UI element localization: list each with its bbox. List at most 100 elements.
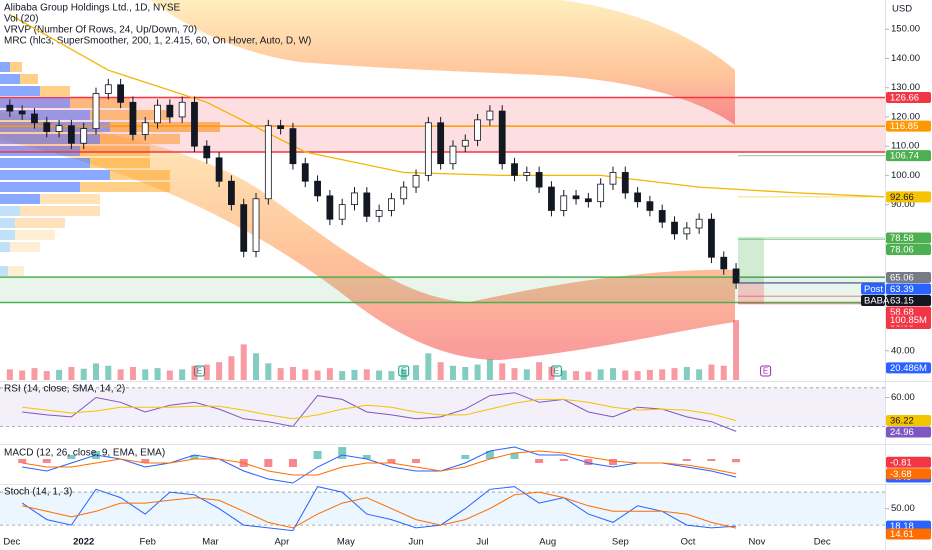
vp-row xyxy=(80,146,150,156)
event-label: E xyxy=(197,367,202,376)
price-tag-name: Post xyxy=(864,284,883,295)
volume-bar xyxy=(585,371,592,380)
candle-body xyxy=(129,101,137,135)
histogram-bar xyxy=(264,459,273,467)
candle-body xyxy=(609,172,617,185)
candle-body xyxy=(363,192,371,217)
vp-row xyxy=(0,218,15,228)
vp-row xyxy=(10,62,22,72)
vp-row xyxy=(0,158,90,168)
candle-body xyxy=(658,210,666,223)
x-tick-label: Sep xyxy=(612,537,629,548)
candle-body xyxy=(695,218,703,229)
histogram-bar xyxy=(190,455,199,459)
price-tag-box xyxy=(886,362,931,374)
candle-body xyxy=(523,172,531,176)
histogram-bar xyxy=(559,459,568,461)
histogram-bar xyxy=(338,447,347,459)
volume-bar xyxy=(720,365,727,380)
price-tag-label: 106.74 xyxy=(890,151,919,162)
volume-bar xyxy=(31,368,38,380)
candle-body xyxy=(560,195,568,211)
volume-bar xyxy=(203,364,210,380)
y-tick-label: 40.00 xyxy=(891,345,915,356)
event-label: E xyxy=(554,367,559,376)
indicator-line xyxy=(22,491,737,529)
candle-body xyxy=(437,122,445,165)
vp-row xyxy=(0,242,10,252)
vp-row xyxy=(40,194,100,204)
candle-body xyxy=(67,125,75,144)
histogram-bar xyxy=(18,459,27,463)
candle-body xyxy=(400,186,408,200)
vp-row xyxy=(10,242,40,252)
event-marker xyxy=(760,365,772,377)
pane-title: Stoch (14, 1, 3) xyxy=(4,487,72,498)
price-tag-box xyxy=(886,243,931,255)
x-tick-label: Jul xyxy=(476,537,488,548)
volume-bar xyxy=(43,371,50,380)
volume-bar xyxy=(609,368,616,380)
vp-row xyxy=(0,98,70,108)
volume-bar xyxy=(388,371,395,380)
vp-row xyxy=(0,194,40,204)
histogram-bar xyxy=(485,451,494,459)
volume-bar xyxy=(646,369,653,380)
price-tag-name-box xyxy=(861,295,885,307)
candle-body xyxy=(178,101,186,118)
volume-bar xyxy=(240,344,247,380)
price-tag-box xyxy=(886,191,931,203)
volume-bar xyxy=(548,366,555,380)
vp-row xyxy=(90,158,150,168)
y-tick-label: 140.00 xyxy=(891,53,920,64)
histogram-bar xyxy=(732,459,741,463)
volume-bar xyxy=(6,369,13,380)
vp-row xyxy=(0,74,20,84)
legend-volume: Vol (20) xyxy=(4,14,38,25)
volume-bar xyxy=(511,368,518,380)
price-tag-box xyxy=(886,120,931,132)
candle-body xyxy=(671,221,678,235)
volume-bar xyxy=(154,368,161,380)
volume-bar xyxy=(376,370,383,380)
candle-body xyxy=(548,186,555,211)
candle-body xyxy=(498,110,506,165)
price-tag-label: 116.85 xyxy=(890,121,918,132)
price-tag-label: 20.486M xyxy=(890,363,927,374)
vp-row xyxy=(0,206,20,216)
y-tick-label: 90.00 xyxy=(891,199,915,210)
price-tag-name-box xyxy=(861,283,885,295)
price-tag-label: 24.96 xyxy=(890,427,914,438)
candle-body xyxy=(80,128,88,144)
pane-title: MACD (12, 26, close, 9, EMA, EMA) xyxy=(4,448,165,459)
x-tick-label: Aug xyxy=(539,537,556,548)
volume-bar xyxy=(253,353,260,380)
volume-bar xyxy=(413,365,420,380)
price-tag-box xyxy=(886,314,931,326)
volume-bar xyxy=(708,364,715,380)
volume-bar xyxy=(462,366,469,380)
candle-body xyxy=(289,128,297,165)
volume-bar xyxy=(289,366,296,380)
price-tag-label: 63.15 xyxy=(890,296,914,307)
price-tag-label: 65.06 xyxy=(890,273,914,284)
vp-row xyxy=(80,182,170,192)
y-tick-label: 130.00 xyxy=(891,82,920,93)
price-tag-label: 14.61 xyxy=(890,529,914,540)
candle-body xyxy=(277,125,285,130)
volume-bar xyxy=(486,359,493,380)
candle-body xyxy=(215,157,223,182)
vp-row xyxy=(0,134,100,144)
price-tag-box xyxy=(886,456,931,468)
volume-bar xyxy=(68,366,75,380)
price-tag-label: 78.58 xyxy=(890,233,914,244)
price-tag-box xyxy=(886,272,931,284)
price-tag-box xyxy=(886,468,931,480)
volume-bar xyxy=(425,353,432,380)
candle-body xyxy=(474,119,481,141)
candle-body xyxy=(252,198,260,252)
volume-bar xyxy=(277,368,284,380)
price-tag-box xyxy=(886,415,931,427)
candle-body xyxy=(572,195,580,200)
histogram-bar xyxy=(288,459,297,467)
